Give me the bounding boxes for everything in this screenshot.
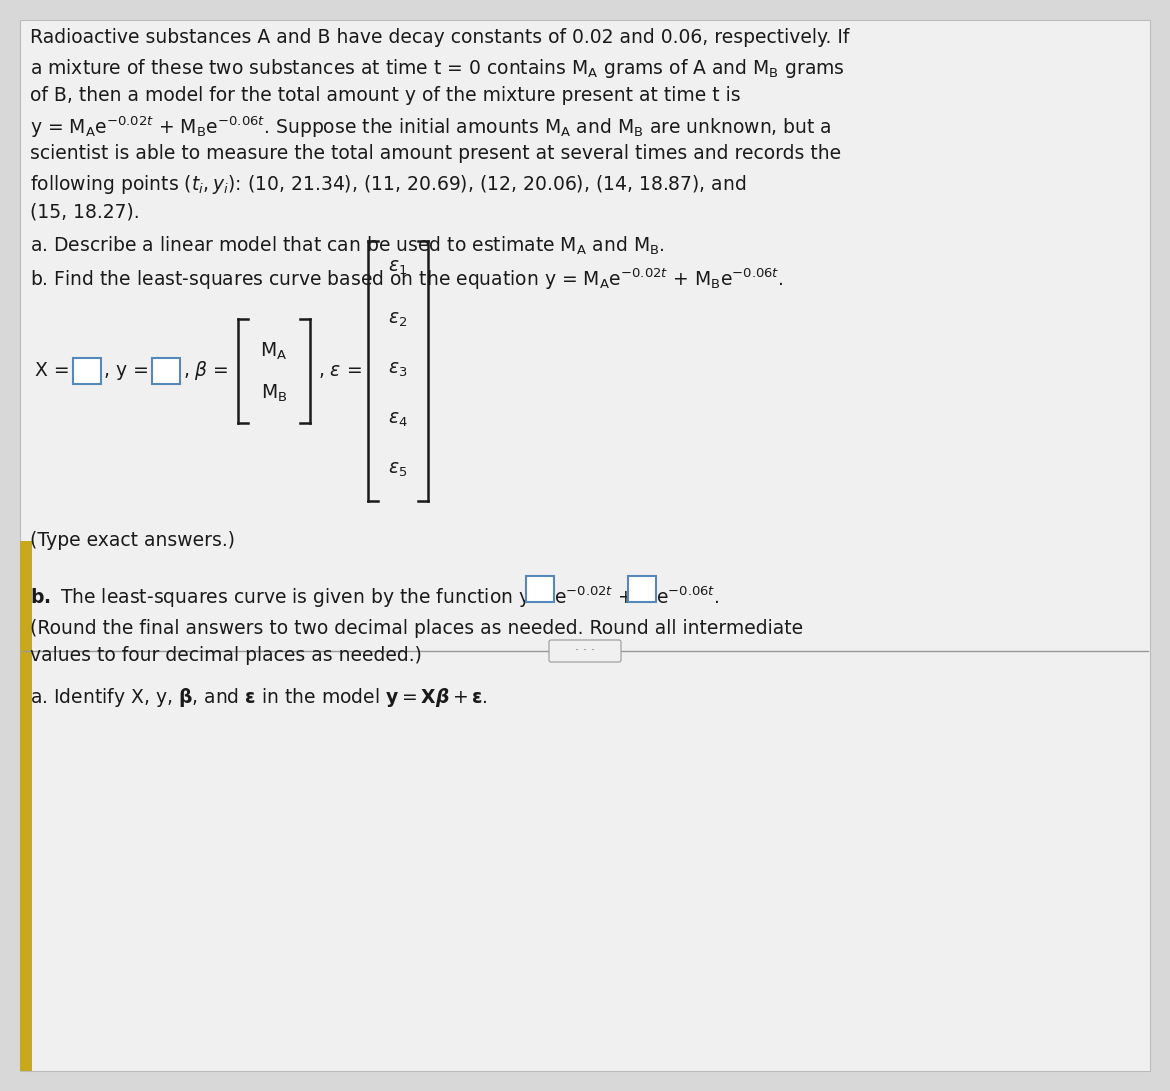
Text: M$_\mathregular{B}$: M$_\mathregular{B}$ [261,382,287,404]
Text: $\varepsilon_3$: $\varepsilon_3$ [388,360,407,379]
FancyBboxPatch shape [549,640,621,662]
Text: a mixture of these two substances at time t = 0 contains M$_\mathregular{A}$ gra: a mixture of these two substances at tim… [30,57,845,80]
Text: X =: X = [35,361,76,381]
Text: Radioactive substances A and B have decay constants of 0.02 and 0.06, respective: Radioactive substances A and B have deca… [30,28,849,47]
Text: $\mathbf{b.}$ The least-squares curve is given by the function y =: $\mathbf{b.}$ The least-squares curve is… [30,586,553,609]
Text: e$^{-0.02t}$ +: e$^{-0.02t}$ + [555,586,635,608]
Text: , $\varepsilon$ =: , $\varepsilon$ = [318,361,362,381]
Text: following points $(t_i, y_i)$: (10, 21.34), (11, 20.69), (12, 20.06), (14, 18.87: following points $(t_i, y_i)$: (10, 21.3… [30,173,746,196]
Text: scientist is able to measure the total amount present at several times and recor: scientist is able to measure the total a… [30,144,841,163]
Text: · · ·: · · · [574,645,596,658]
Text: values to four decimal places as needed.): values to four decimal places as needed.… [30,646,422,666]
Text: $\varepsilon_5$: $\varepsilon_5$ [388,459,407,479]
Text: $\varepsilon_2$: $\varepsilon_2$ [388,310,407,328]
Text: $\varepsilon_1$: $\varepsilon_1$ [388,257,407,276]
Bar [73,358,101,384]
Bar [628,576,656,602]
Text: (Round the final answers to two decimal places as needed. Round all intermediate: (Round the final answers to two decimal … [30,619,803,638]
Text: (15, 18.27).: (15, 18.27). [30,202,139,221]
Bar [526,576,555,602]
Bar [20,541,32,1071]
Text: of B, then a model for the total amount y of the mixture present at time t is: of B, then a model for the total amount … [30,86,741,105]
Text: $\varepsilon_4$: $\varepsilon_4$ [388,409,408,429]
Text: b. Find the least-squares curve based on the equation y = M$_\mathregular{A}$e$^: b. Find the least-squares curve based on… [30,266,784,291]
Text: (Type exact answers.): (Type exact answers.) [30,531,235,550]
Text: y = M$_\mathregular{A}$e$^{-0.02t}$ + M$_\mathregular{B}$e$^{-0.06t}$. Suppose t: y = M$_\mathregular{A}$e$^{-0.02t}$ + M$… [30,115,832,141]
Text: e$^{-0.06t}$.: e$^{-0.06t}$. [656,586,720,608]
Bar [152,358,180,384]
Text: , y =: , y = [104,361,154,381]
Text: a. Describe a linear model that can be used to estimate M$_\mathregular{A}$ and : a. Describe a linear model that can be u… [30,235,665,257]
Text: , $\beta$ =: , $\beta$ = [183,360,228,383]
Text: M$_\mathregular{A}$: M$_\mathregular{A}$ [261,340,288,361]
Text: a. Identify X, y, $\bf{\beta}$, and $\bf{\varepsilon}$ in the model $\mathbf{y} : a. Identify X, y, $\bf{\beta}$, and $\bf… [30,686,488,709]
